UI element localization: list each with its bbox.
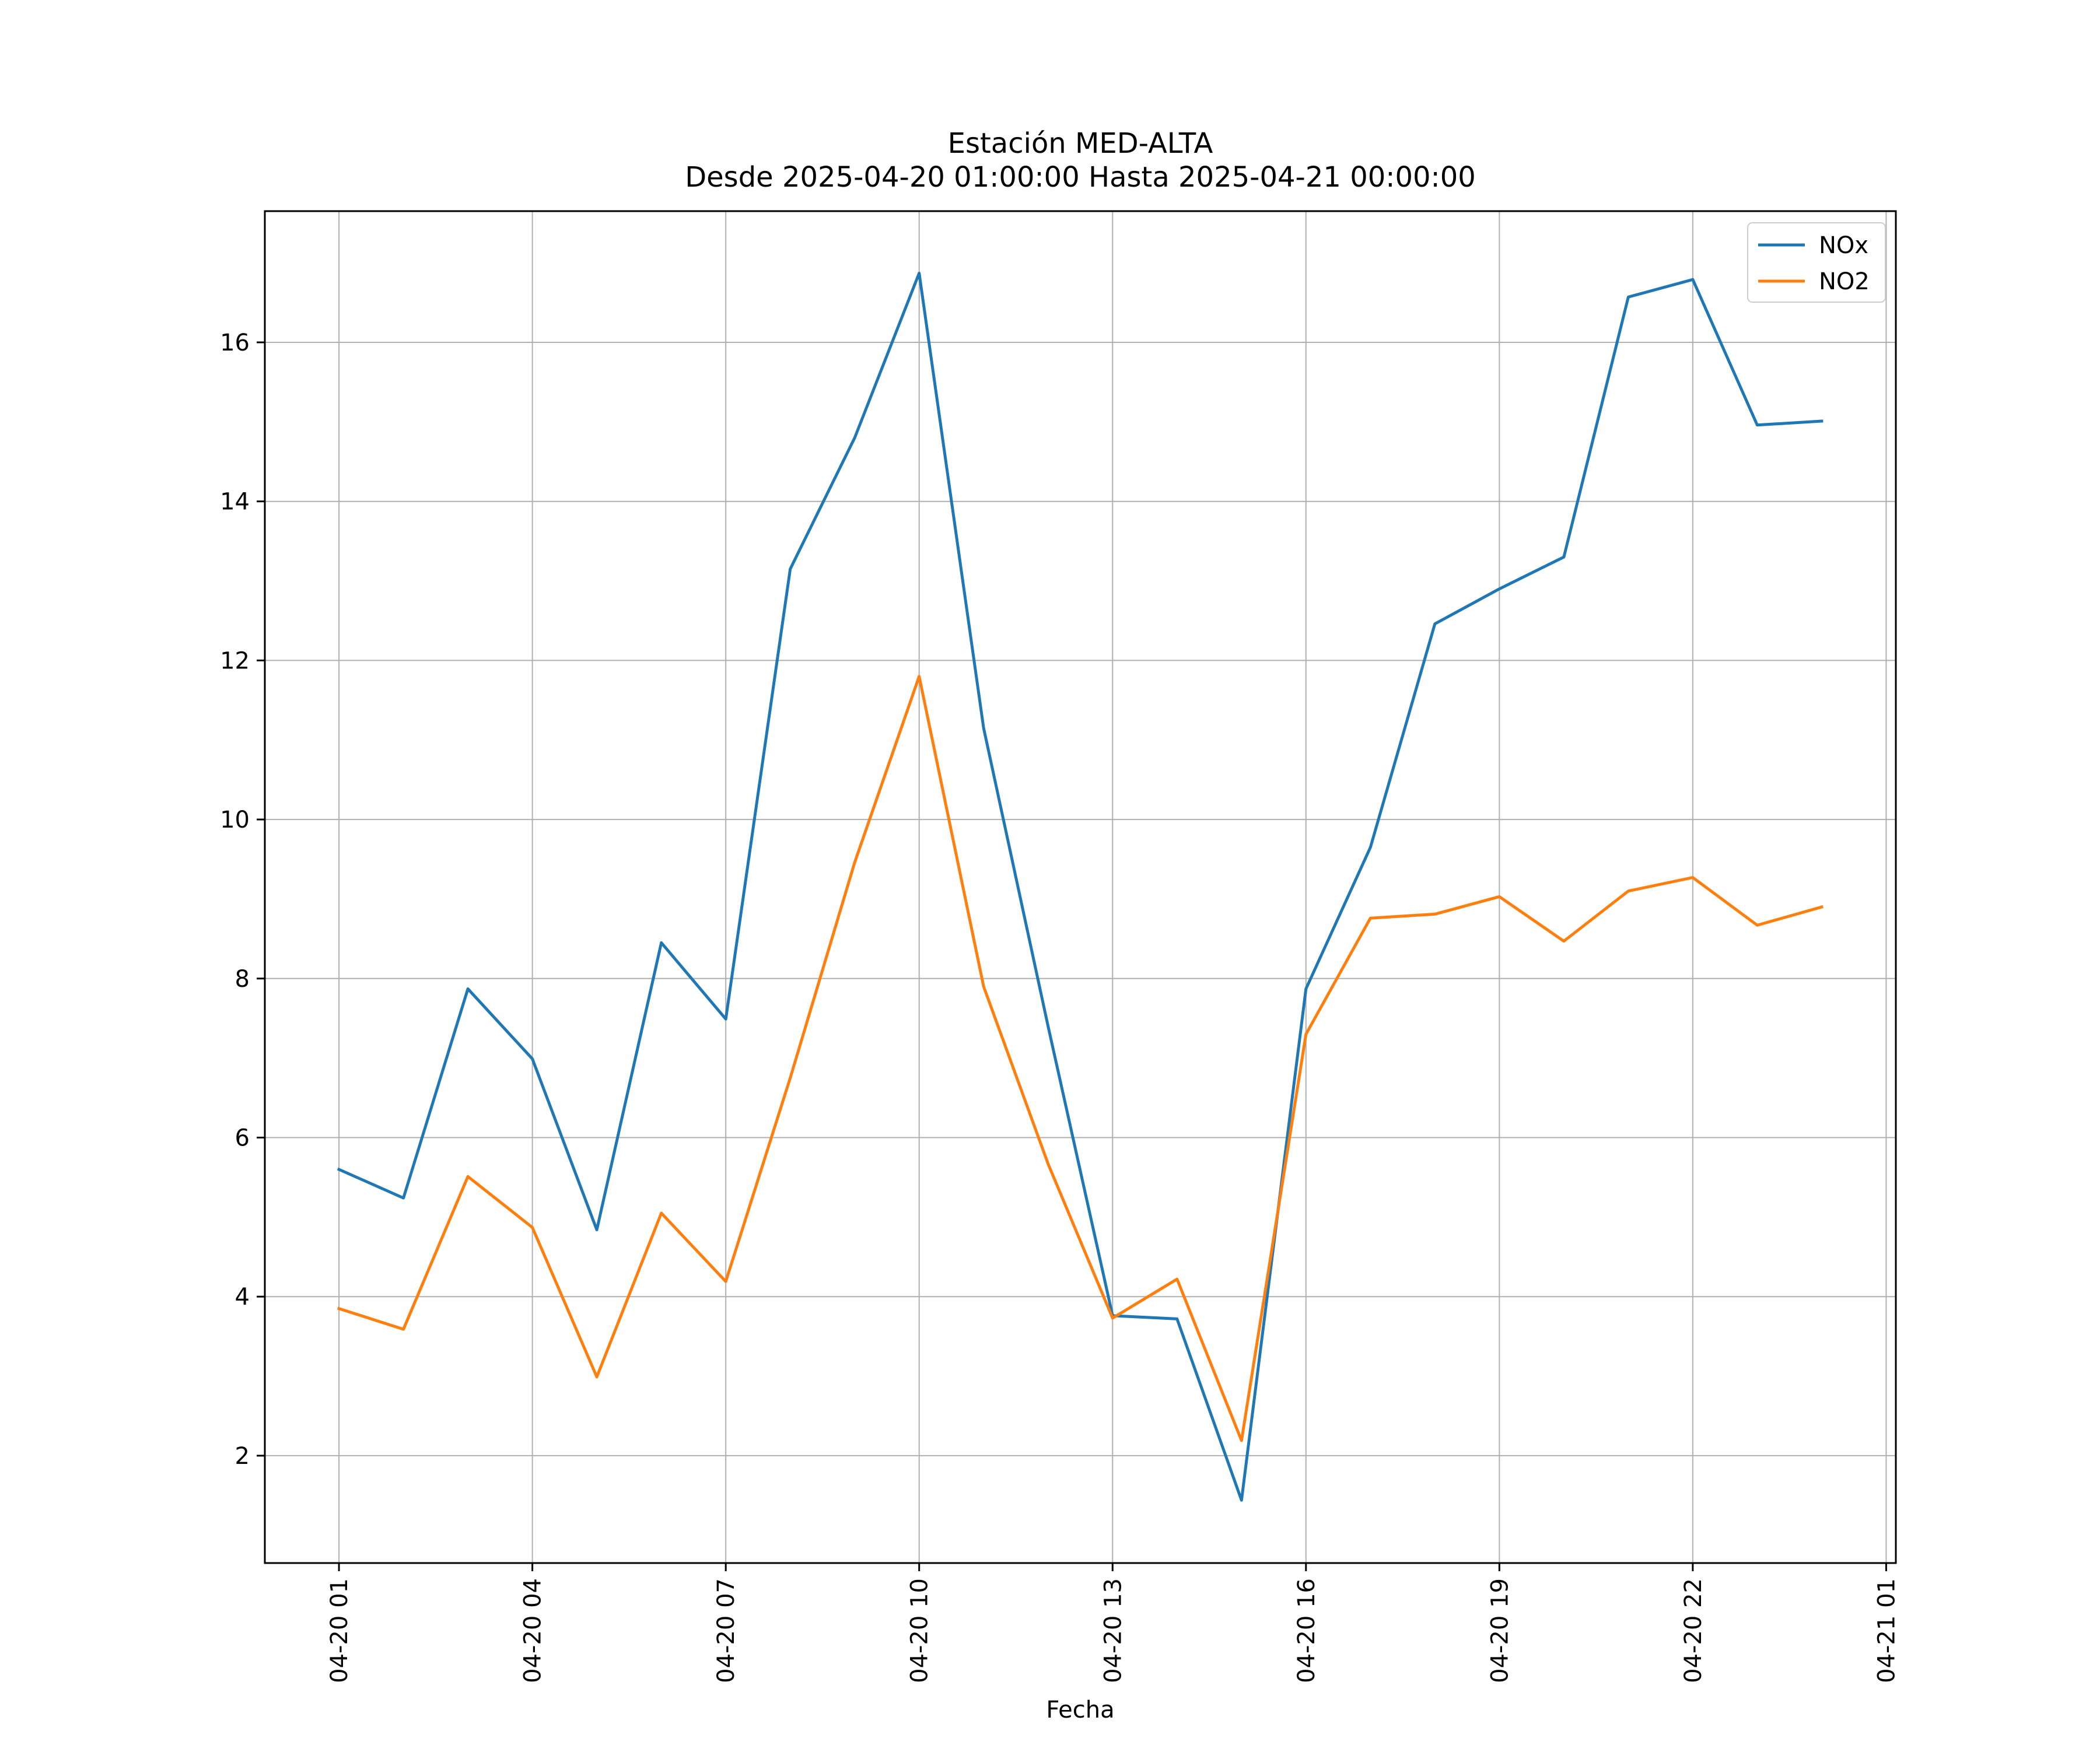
plot-area-frame [264,210,1897,1564]
x-axis: 04-20 01 04-20 04 04-20 07 04-20 10 04-20 13… [326,1563,1900,1683]
x-tick-label: 04-20 13 [1100,1578,1126,1683]
x-tick-label: 04-20 19 [1486,1578,1513,1683]
y-tick-label: 6 [235,1125,250,1152]
y-tick-label: 14 [220,489,250,516]
y-tick-label: 2 [235,1443,250,1470]
y-axis: 2 4 6 8 10 12 14 16 [220,330,265,1470]
y-tick-label: 10 [220,807,250,833]
series-line-no2 [337,675,1824,1442]
legend: NOx NO2 [1747,222,1886,303]
series-nox [337,271,1824,1502]
x-tick-label: 04-20 07 [713,1578,740,1683]
x-tick-label: 04-20 16 [1293,1578,1320,1683]
series-lines [337,271,1824,1502]
y-tick-label: 8 [235,966,250,993]
x-tick-label: 04-20 04 [520,1578,547,1683]
chart-title: Estación MED-ALTA [948,127,1213,160]
x-tick-label: 04-20 22 [1680,1578,1707,1683]
legend-label: NOx [1819,232,1868,259]
chart-subtitle: Desde 2025-04-20 01:00:00 Hasta 2025-04-… [685,161,1476,194]
series-line-nox [337,271,1824,1502]
legend-label: NO2 [1819,268,1870,295]
x-tick-label: 04-20 10 [907,1578,933,1683]
x-axis-label: Fecha [1046,1697,1114,1723]
y-tick-label: 12 [220,647,250,674]
y-tick-label: 4 [235,1284,250,1311]
grid [265,211,1896,1563]
series-no2 [337,675,1824,1442]
x-tick-label: 04-21 01 [1873,1578,1900,1683]
x-tick-label: 04-20 01 [326,1578,353,1683]
y-tick-label: 16 [220,330,250,356]
